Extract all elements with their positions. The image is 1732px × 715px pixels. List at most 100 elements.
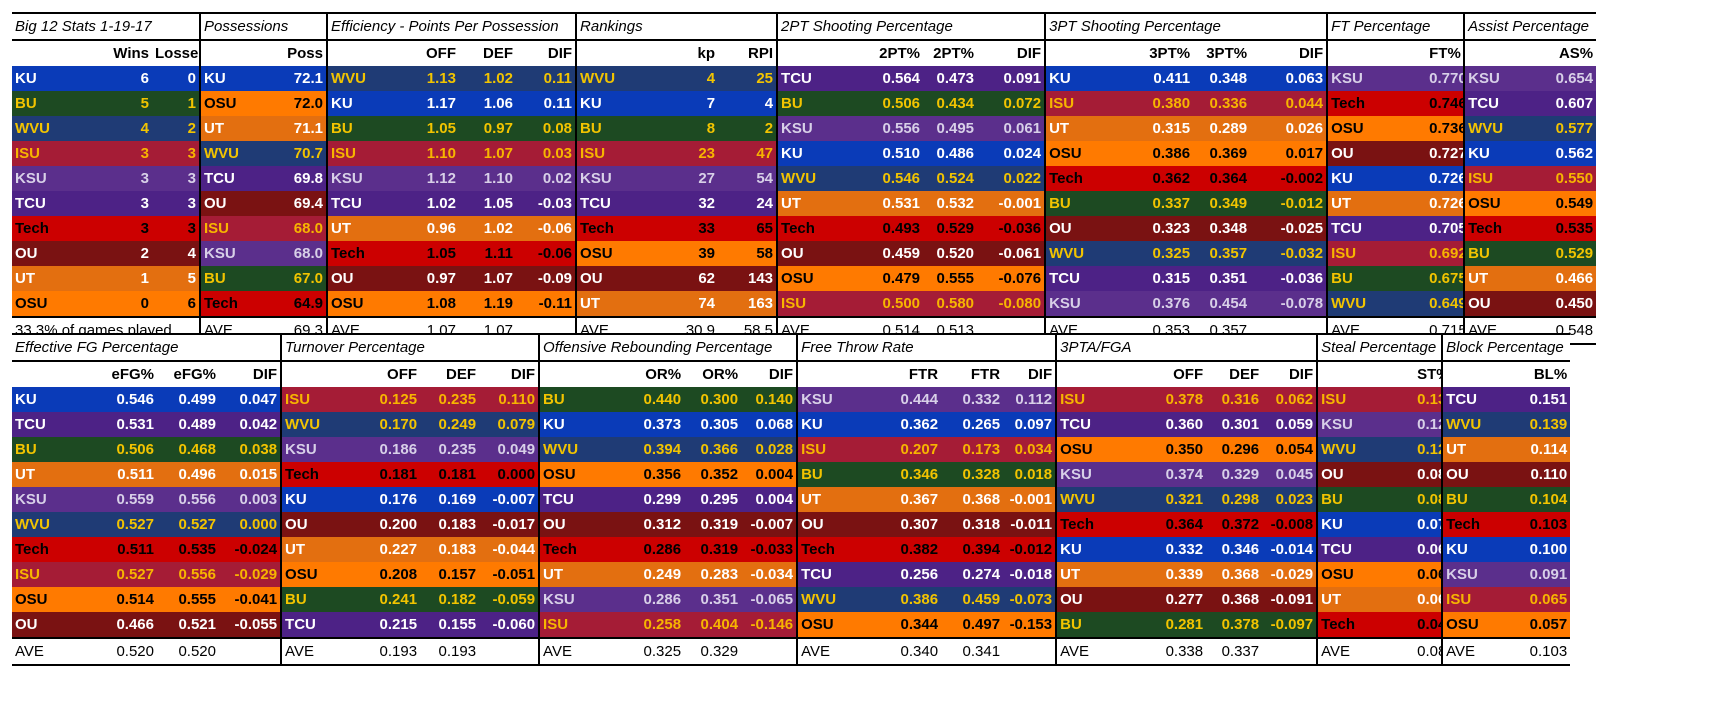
team-name: WVU: [538, 437, 615, 462]
stat-value: 0.348: [1193, 216, 1251, 241]
stat-value: 0.286: [614, 587, 685, 612]
stat-value: 0.368: [1206, 587, 1263, 612]
stat-value: 0.045: [1262, 462, 1318, 487]
stat-value: -0.029: [1262, 562, 1318, 587]
team-name: WVU: [796, 587, 873, 612]
stat-value: 0.404: [684, 612, 742, 638]
team-name: Tech: [1044, 166, 1122, 191]
stat-value: 0: [152, 66, 200, 91]
stat-value: 0.368: [941, 487, 1004, 512]
stat-value: 70.7: [268, 141, 327, 166]
average-value: [1003, 637, 1057, 666]
stat-value: 0.450: [1539, 291, 1597, 317]
stat-value: 0.96: [400, 216, 459, 241]
team-name: BU: [796, 462, 873, 487]
team-name: KSU: [1463, 66, 1540, 91]
table-row: ISU 0.527 0.556 -0.029 OSU 0.208 0.157 -0.051 UT…: [12, 562, 1571, 587]
team-name: ISU: [12, 562, 87, 587]
stat-value: 0.076: [1414, 512, 1443, 537]
column-header: [199, 40, 268, 66]
stat-value: 0.649: [1426, 291, 1465, 317]
stat-value: 0.97: [459, 116, 516, 141]
team-name: ISU: [1044, 91, 1122, 116]
team-name: Tech: [1326, 91, 1427, 116]
average-value: [219, 637, 282, 666]
stat-value: 0.556: [849, 116, 924, 141]
team-name: KU: [1463, 141, 1540, 166]
stat-value: -0.097: [1262, 612, 1318, 638]
stat-value: 0.546: [849, 166, 924, 191]
average-value: 0.325: [614, 637, 685, 666]
team-name: KSU: [12, 487, 87, 512]
average-value: 0.193: [420, 637, 480, 666]
stat-value: 64.9: [268, 291, 327, 317]
stat-value: 0.746: [1426, 91, 1465, 116]
team-name: TCU: [1316, 537, 1415, 562]
team-name: UT: [1055, 562, 1131, 587]
stat-value: 0.654: [1539, 66, 1597, 91]
stat-value: 0.372: [1206, 512, 1263, 537]
stat-value: 2: [104, 241, 152, 266]
stat-value: 0.362: [872, 412, 942, 437]
stat-value: 23: [654, 141, 719, 166]
stat-value: 0.289: [1193, 116, 1251, 141]
stat-value: 0.065: [1523, 587, 1571, 612]
section-title-assist-percentage: Assist Percentage: [1463, 12, 1597, 41]
stat-value: 0.339: [1130, 562, 1207, 587]
average-value: 0.329: [684, 637, 742, 666]
stat-value: 0.692: [1426, 241, 1465, 266]
stat-value: 72.1: [268, 66, 327, 91]
column-header: [280, 361, 357, 387]
column-header: Poss: [268, 40, 327, 66]
team-name: Tech: [796, 537, 873, 562]
stat-value: 0.499: [157, 387, 219, 412]
stat-value: 0.556: [157, 562, 219, 587]
column-header: DEF: [420, 361, 480, 387]
stat-value: 0.564: [849, 66, 924, 91]
stat-value: 68.0: [268, 216, 327, 241]
team-name: WVU: [1055, 487, 1131, 512]
column-header: [575, 40, 655, 66]
team-name: UT: [1441, 437, 1524, 462]
stat-value: 0.514: [87, 587, 157, 612]
section-title-steal-percentage: Steal Percentage: [1316, 333, 1443, 362]
stat-value: 0.332: [1130, 537, 1207, 562]
stat-value: 0.459: [849, 241, 924, 266]
column-header-row: eFG% eFG% DIF OFF DEF DIF OR% OR% DIF FTR FTR DIF OF…: [12, 361, 1571, 387]
team-name: BU: [1044, 191, 1122, 216]
team-name: KSU: [538, 587, 615, 612]
team-name: KU: [575, 91, 655, 116]
stat-value: 4: [152, 241, 200, 266]
stat-value: 0.770: [1426, 66, 1465, 91]
team-name: OSU: [1441, 612, 1524, 638]
table-row: WVU 4 2 UT 71.1 BU 1.05 0.97 0.08 BU 8 2 KSU 0.556 0.4…: [12, 116, 1597, 141]
stat-value: 0.103: [1523, 512, 1571, 537]
team-name: OU: [776, 241, 850, 266]
stat-value: 0.11: [516, 91, 577, 116]
stat-value: 1.13: [400, 66, 459, 91]
column-header: OFF: [1130, 361, 1207, 387]
team-name: Tech: [12, 537, 87, 562]
stat-value: 0.550: [1539, 166, 1597, 191]
stat-value: 0.044: [1250, 91, 1328, 116]
column-header: Losses: [152, 40, 200, 66]
stat-value: 0.11: [516, 66, 577, 91]
team-name: BU: [538, 387, 615, 412]
stat-value: -0.078: [1250, 291, 1328, 317]
team-name: ISU: [1441, 587, 1524, 612]
stat-value: 3: [152, 141, 200, 166]
stat-value: 0.286: [614, 537, 685, 562]
stat-value: 2: [718, 116, 778, 141]
average-value: [1262, 637, 1318, 666]
stat-value: 0.091: [1523, 562, 1571, 587]
team-name: ISU: [538, 612, 615, 638]
stat-value: 0.337: [1121, 191, 1194, 216]
stat-value: 0.301: [1206, 412, 1263, 437]
stat-value: 3: [104, 216, 152, 241]
stat-value: 0.434: [923, 91, 978, 116]
stat-value: 0.529: [1539, 241, 1597, 266]
team-name: OSU: [12, 587, 87, 612]
column-header: eFG%: [87, 361, 157, 387]
team-name: KU: [1326, 166, 1427, 191]
team-name: WVU: [1463, 116, 1540, 141]
